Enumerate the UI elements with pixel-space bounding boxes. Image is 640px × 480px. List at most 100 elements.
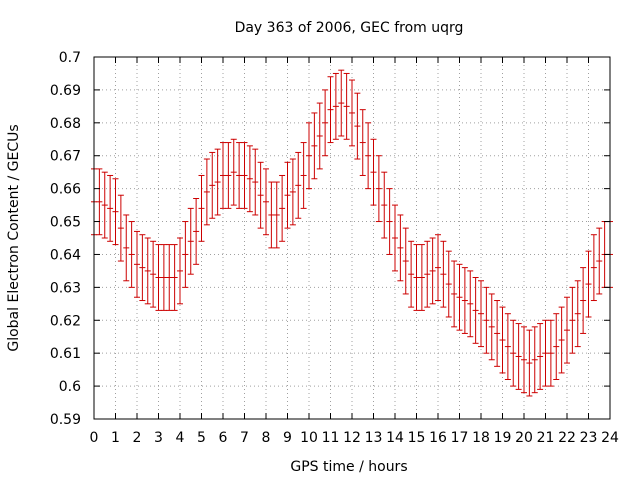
data-point xyxy=(359,109,366,176)
data-point xyxy=(547,319,554,387)
data-point xyxy=(580,267,587,334)
data-point xyxy=(316,102,323,170)
x-tick-label: 18 xyxy=(472,430,490,446)
data-point xyxy=(338,69,345,137)
data-point xyxy=(177,237,183,305)
data-point xyxy=(198,174,205,242)
data-point xyxy=(241,142,248,209)
data-point xyxy=(531,326,538,394)
x-tick-label: 14 xyxy=(386,430,404,446)
x-tick-label: 3 xyxy=(154,430,163,446)
data-point xyxy=(257,161,264,229)
data-point xyxy=(413,244,420,311)
x-tick-label: 20 xyxy=(515,430,533,446)
data-point xyxy=(574,280,581,348)
x-tick-label: 21 xyxy=(537,430,555,446)
data-point xyxy=(123,214,130,282)
data-point xyxy=(483,286,490,354)
x-tick-label: 15 xyxy=(408,430,426,446)
data-point xyxy=(160,244,167,311)
data-point xyxy=(322,89,329,157)
data-point xyxy=(236,142,243,209)
data-point xyxy=(558,306,565,374)
x-axis-label: GPS time / hours xyxy=(290,459,407,475)
data-point xyxy=(418,244,425,311)
data-point xyxy=(386,188,393,255)
x-tick-label: 8 xyxy=(262,430,271,446)
data-point xyxy=(397,214,404,282)
data-point xyxy=(494,300,501,367)
y-tick-label: 0.7 xyxy=(59,50,81,66)
data-point xyxy=(306,122,312,190)
data-point xyxy=(402,227,409,295)
data-point xyxy=(203,158,210,226)
data-point xyxy=(472,276,479,344)
data-point xyxy=(273,181,280,249)
data-point xyxy=(107,174,114,242)
data-point xyxy=(488,293,495,361)
data-point xyxy=(510,319,517,387)
x-tick-label: 11 xyxy=(322,430,340,446)
x-tick-label: 10 xyxy=(300,430,318,446)
y-tick-label: 0.63 xyxy=(50,280,81,296)
data-point xyxy=(155,244,162,311)
data-point xyxy=(451,260,458,328)
data-point xyxy=(365,122,372,190)
data-point xyxy=(521,326,527,394)
y-tick-label: 0.65 xyxy=(50,215,81,231)
y-tick-label: 0.62 xyxy=(50,313,81,329)
data-point xyxy=(375,155,382,223)
data-point xyxy=(246,145,253,213)
data-point xyxy=(585,250,592,318)
data-point xyxy=(590,234,597,302)
data-point xyxy=(515,323,522,390)
data-point xyxy=(182,221,189,288)
data-point xyxy=(117,194,124,262)
chart-title: Day 363 of 2006, GEC from uqrg xyxy=(235,20,464,36)
grid-lines xyxy=(94,57,610,419)
data-point xyxy=(349,79,355,147)
data-point xyxy=(252,148,259,216)
data-point xyxy=(279,174,286,242)
data-point xyxy=(225,142,232,209)
data-point xyxy=(295,151,302,219)
data-point xyxy=(537,323,544,390)
data-point xyxy=(101,171,108,239)
data-point xyxy=(166,244,173,311)
data-point xyxy=(327,76,334,144)
x-tick-label: 4 xyxy=(176,430,185,446)
x-tick-label: 17 xyxy=(451,430,469,446)
x-tick-label: 19 xyxy=(494,430,512,446)
y-tick-label: 0.59 xyxy=(50,412,81,428)
data-point xyxy=(343,72,350,140)
data-point xyxy=(150,240,157,308)
x-tick-label: 0 xyxy=(90,430,99,446)
data-point xyxy=(467,270,474,338)
data-point xyxy=(569,286,576,354)
data-point xyxy=(542,319,549,387)
data-point xyxy=(392,204,398,272)
data-point xyxy=(187,207,194,275)
x-tick-label: 24 xyxy=(601,430,619,446)
data-series xyxy=(91,69,613,397)
data-point xyxy=(445,250,452,318)
data-point xyxy=(504,313,511,381)
x-tick-label: 13 xyxy=(365,430,383,446)
data-point xyxy=(370,138,377,206)
data-point xyxy=(230,138,237,206)
data-point xyxy=(381,171,388,239)
data-point xyxy=(354,92,361,160)
data-point xyxy=(193,198,200,265)
x-tick-label: 12 xyxy=(343,430,361,446)
data-point xyxy=(499,306,506,374)
data-point xyxy=(144,237,151,305)
y-axis-label: Global Electron Content / GECUs xyxy=(6,124,22,351)
y-tick-label: 0.66 xyxy=(50,182,81,198)
data-point xyxy=(435,234,441,302)
data-point xyxy=(596,227,603,295)
x-tick-label: 16 xyxy=(429,430,447,446)
data-point xyxy=(171,244,178,311)
x-tick-label: 1 xyxy=(111,430,120,446)
y-tick-label: 0.67 xyxy=(50,149,81,165)
